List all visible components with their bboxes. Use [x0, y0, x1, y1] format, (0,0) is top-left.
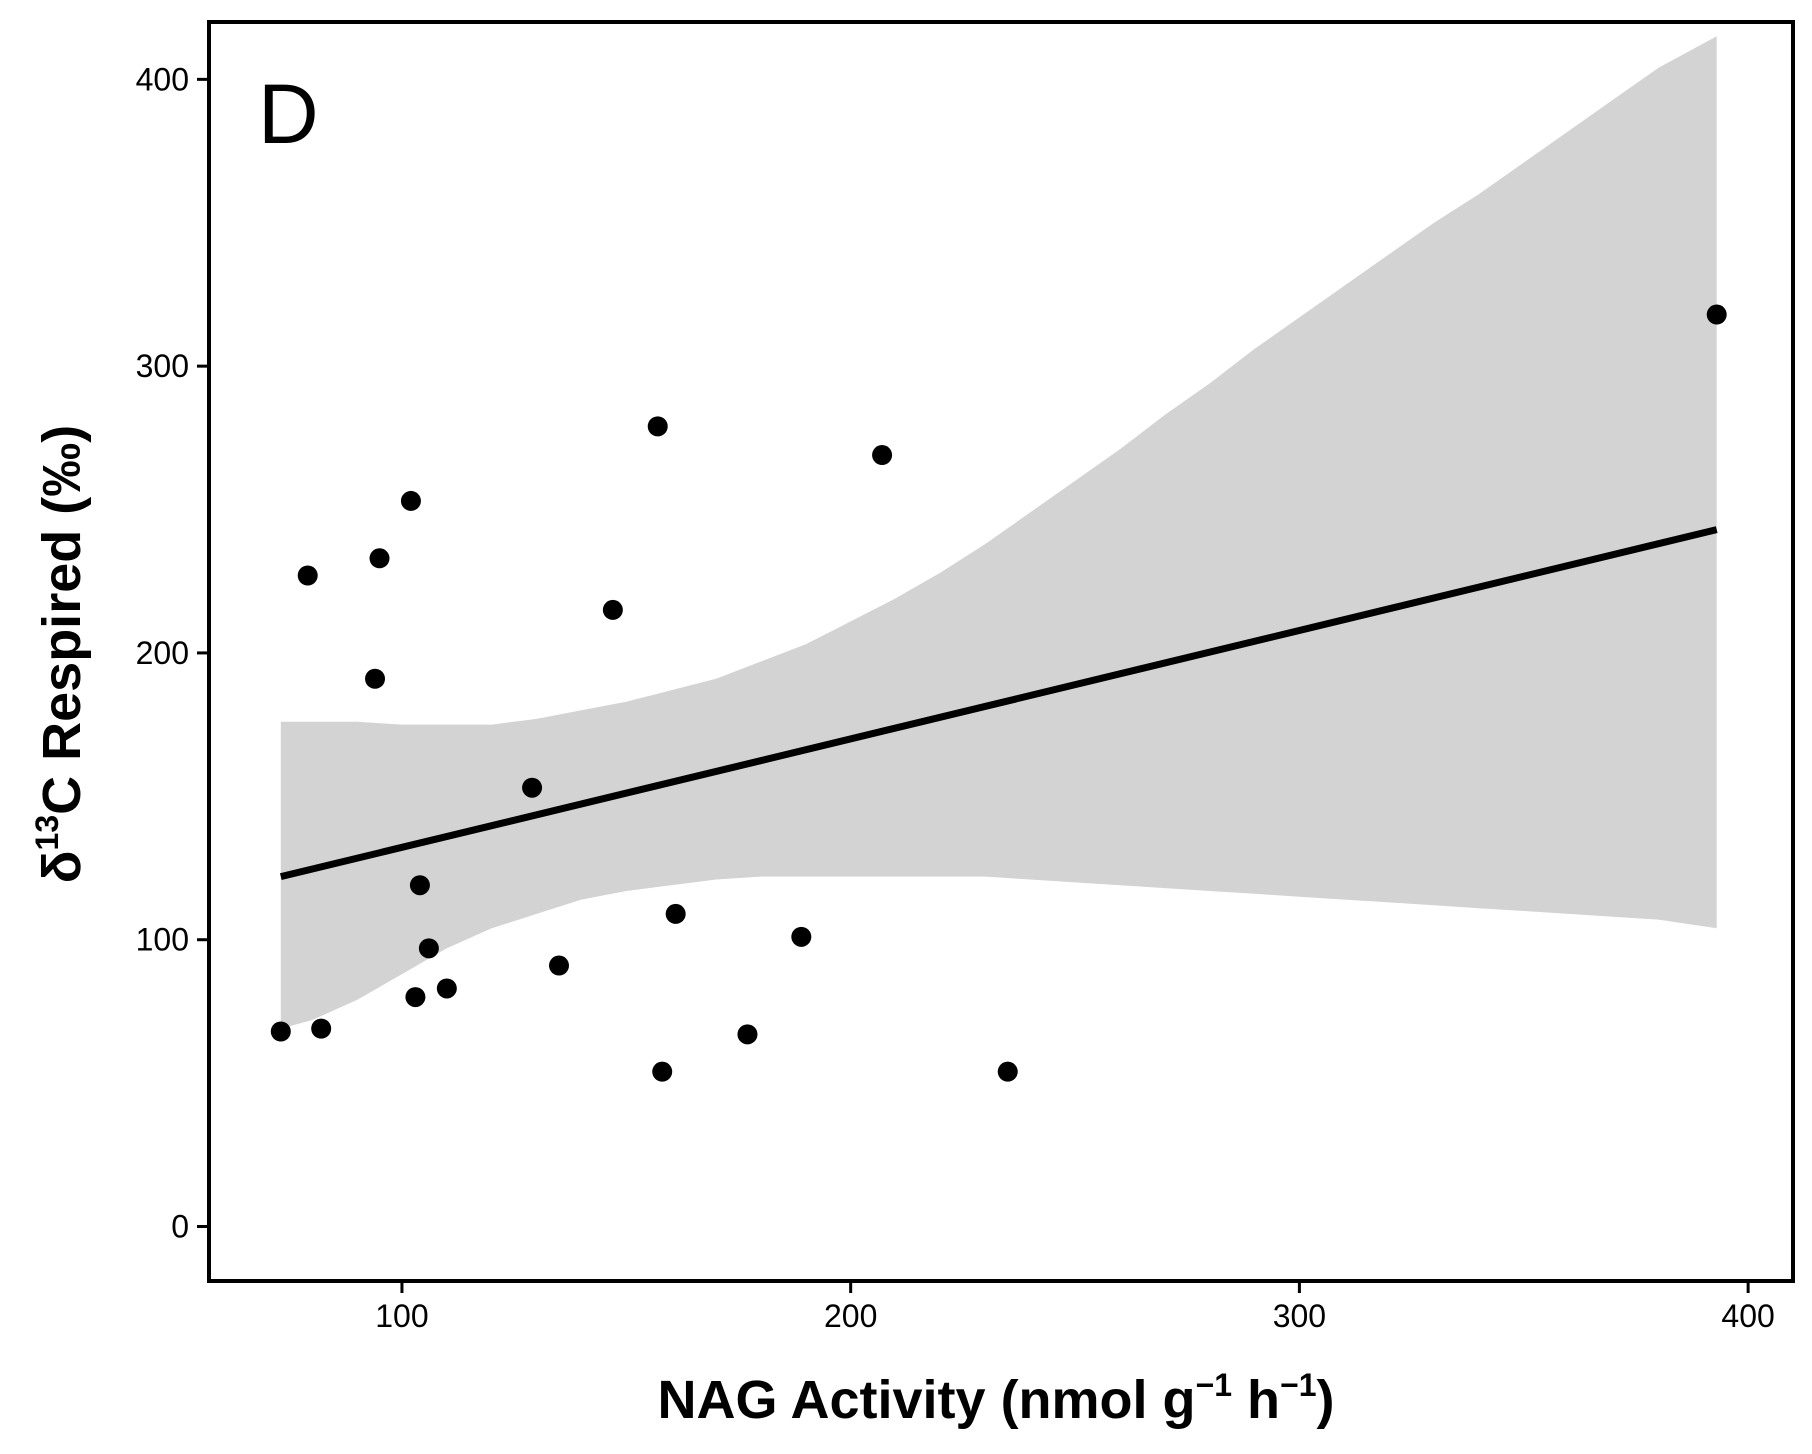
x-tick-label-400: 400: [1721, 1298, 1774, 1334]
x-axis-title: NAG Activity (nmol g−1 h−1): [658, 1367, 1335, 1430]
data-point-15: [652, 1061, 673, 1082]
data-point-16: [665, 903, 686, 924]
data-point-13: [602, 599, 623, 620]
x-axis-title-sup1: −1: [1196, 1367, 1232, 1403]
y-axis-title-sup: 13: [29, 815, 65, 851]
fit-line-layer: [279, 526, 1718, 881]
y-axis-title: δ13C Respired (‰): [29, 425, 92, 883]
data-point-6: [400, 490, 421, 511]
data-point-17: [737, 1024, 758, 1045]
x-tick-label-300: 300: [1273, 1298, 1326, 1334]
data-point-7: [405, 987, 426, 1008]
points-layer: [270, 304, 1727, 1082]
y-axis-title-post: C Respired (‰): [32, 425, 92, 815]
y-tick-label-200: 200: [136, 635, 189, 671]
data-point-9: [418, 938, 439, 959]
data-point-1: [270, 1021, 291, 1042]
data-point-5: [369, 548, 390, 569]
data-point-14: [647, 416, 668, 437]
x-axis-title-main: NAG Activity (nmol g: [658, 1370, 1196, 1430]
data-point-3: [311, 1018, 332, 1039]
confidence-band: [280, 36, 1717, 1029]
y-tick-label-100: 100: [136, 922, 189, 958]
data-point-8: [409, 875, 430, 896]
data-point-11: [522, 777, 543, 798]
y-tick-label-300: 300: [136, 348, 189, 384]
confidence-band-layer: [280, 36, 1717, 1029]
x-axis-title-end: ): [1317, 1370, 1335, 1430]
x-tick-label-100: 100: [375, 1298, 428, 1334]
regression-line: [279, 526, 1718, 881]
y-axis-title-pre: δ: [32, 850, 92, 883]
data-point-4: [365, 668, 386, 689]
y-tick-label-0: 0: [171, 1209, 189, 1245]
axes-layer: 100 200 300 400 0 100 200 300 400: [136, 20, 1795, 1334]
x-axis-title-sup2: −1: [1280, 1367, 1316, 1403]
data-point-20: [997, 1061, 1018, 1082]
data-point-18: [791, 926, 812, 947]
x-tick-label-200: 200: [824, 1298, 877, 1334]
data-point-12: [549, 955, 570, 976]
panel-label: D: [258, 67, 319, 161]
x-axis-title-mid: h: [1232, 1370, 1280, 1430]
y-tick-label-400: 400: [136, 61, 189, 97]
data-point-21: [1706, 304, 1727, 325]
data-point-2: [297, 565, 318, 586]
data-point-10: [436, 978, 457, 999]
data-point-19: [872, 445, 893, 466]
